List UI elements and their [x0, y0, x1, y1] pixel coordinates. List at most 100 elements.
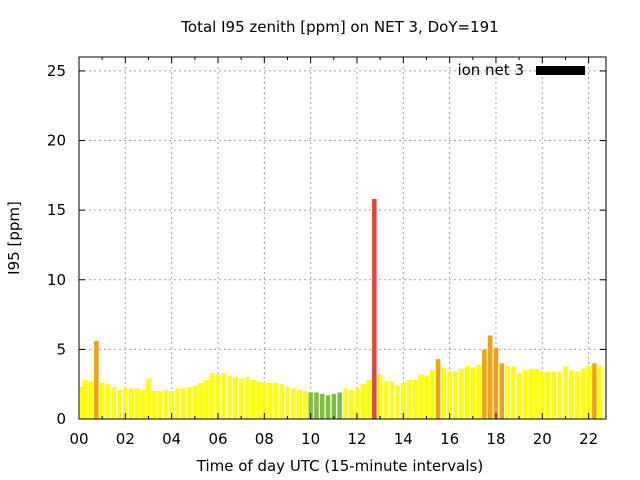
x-tick-labels: 00 02 04 06 08 10 12 14 16 18 20 22: [69, 430, 598, 448]
bar: [157, 391, 163, 419]
bar: [401, 382, 406, 419]
bar: [88, 381, 93, 419]
bar: [360, 384, 366, 419]
bar: [568, 370, 574, 419]
bar: [354, 388, 360, 419]
bar: [528, 368, 533, 419]
bar: [117, 389, 122, 419]
bar: [331, 393, 337, 419]
y-tick-label: 25: [47, 62, 66, 80]
bar: [256, 381, 261, 419]
bar: [296, 389, 302, 419]
bar: [464, 366, 470, 419]
bar: [453, 371, 458, 419]
bar: [308, 392, 313, 419]
x-tick-label: 06: [208, 430, 227, 448]
bar: [140, 389, 145, 419]
bar: [279, 384, 284, 419]
bar: [80, 386, 85, 419]
x-tick-label: 02: [116, 430, 135, 448]
bar: [406, 380, 412, 419]
bar: [476, 364, 481, 419]
bar: [482, 349, 487, 419]
bar: [487, 335, 493, 419]
bar: [458, 368, 464, 419]
bar: [424, 375, 429, 419]
bar: [99, 382, 105, 419]
bar: [209, 373, 215, 419]
bar: [343, 388, 348, 419]
bar: [325, 395, 331, 419]
bar: [586, 366, 591, 419]
bar: [372, 199, 377, 419]
bar: [430, 370, 435, 419]
x-tick-label: 08: [255, 430, 274, 448]
bar: [511, 366, 516, 419]
x-tick-label: 10: [301, 430, 320, 448]
grid: [79, 57, 606, 419]
bar: [441, 367, 447, 419]
bar: [574, 371, 580, 419]
bar: [592, 363, 597, 419]
bar: [128, 388, 134, 419]
bar: [227, 375, 232, 419]
bar: [412, 380, 418, 419]
y-tick-label: 0: [56, 410, 66, 428]
bar: [377, 374, 383, 419]
ticks: [78, 57, 606, 420]
bar: [186, 386, 192, 419]
x-tick-label: 14: [394, 430, 413, 448]
x-tick-label: 20: [533, 430, 552, 448]
bar: [192, 385, 198, 419]
bar: [534, 368, 539, 419]
y-tick-label: 10: [47, 271, 66, 289]
bar: [244, 377, 250, 419]
y-tick-label: 15: [47, 201, 66, 219]
bar: [180, 388, 186, 419]
bar: [82, 380, 88, 419]
x-tick-label: 00: [69, 430, 88, 448]
bar: [314, 392, 319, 419]
bar: [470, 367, 476, 419]
bar: [540, 371, 545, 419]
bar: [348, 389, 354, 419]
bar: [204, 380, 209, 419]
x-tick-label: 04: [162, 430, 181, 448]
bar: [262, 382, 267, 419]
bar: [221, 373, 227, 419]
bar: [557, 371, 562, 419]
bar: [267, 382, 273, 419]
bar: [319, 393, 325, 419]
bar: [435, 359, 441, 419]
bar: [198, 382, 203, 419]
bar: [233, 377, 238, 419]
bar: [580, 368, 586, 419]
bar: [111, 386, 117, 419]
bar: [366, 380, 371, 419]
bar: [337, 392, 342, 419]
bar: [522, 370, 528, 419]
x-tick-label: 16: [440, 430, 459, 448]
plot-frame: [78, 56, 607, 420]
x-tick-label: 18: [486, 430, 505, 448]
bar: [302, 391, 308, 419]
bar: [418, 374, 423, 419]
bar: [123, 388, 128, 419]
bar: [238, 378, 244, 419]
bar: [291, 388, 296, 419]
bar: [447, 371, 452, 419]
bar: [597, 366, 603, 419]
bar: [169, 391, 174, 419]
bar: [134, 388, 140, 419]
bar: [395, 385, 400, 419]
bar: [551, 371, 557, 419]
bar: [383, 381, 389, 419]
bar: [505, 366, 510, 419]
y-tick-labels: 0 5 10 15 20 25: [47, 62, 66, 428]
legend-label: ion net 3: [457, 61, 524, 79]
y-tick-label: 20: [47, 132, 66, 150]
bar: [250, 380, 255, 419]
legend: ion net 3: [457, 61, 585, 79]
bar: [146, 378, 151, 419]
